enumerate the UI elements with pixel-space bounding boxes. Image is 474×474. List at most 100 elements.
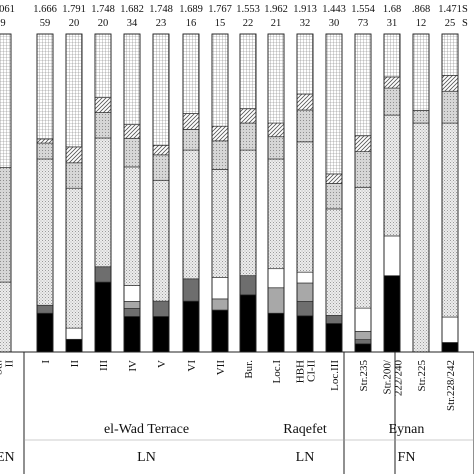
bar-segment-solid-black [94, 281, 112, 353]
bar-segment-light-dots [94, 112, 112, 139]
bar-segment-white [296, 271, 314, 284]
bar-segment-solid-black [182, 300, 200, 353]
category-label-line: II [69, 360, 81, 368]
bar-segment-grid [152, 33, 170, 146]
x-axis: Str. II I II III IV V VI VII Bur. Loc.I HBH CI-II Loc… [0, 351, 474, 474]
category-label-line: II [4, 360, 16, 368]
group-name: Eynan [389, 422, 425, 437]
bar-segment-hatched [65, 146, 83, 164]
bar-segment-grid [412, 33, 430, 111]
bar-segment-grid [267, 33, 285, 124]
bar-segment-mid-grey [123, 301, 141, 309]
bar-segment-fine-dots [383, 114, 401, 237]
bar-segment-fine-dots [267, 158, 285, 270]
bar-segment-hatched [354, 135, 372, 153]
bar-segment-light-dots [152, 154, 170, 181]
count-label: 30 [329, 18, 340, 29]
bar-segment-grid [0, 33, 12, 168]
bar-segment-light-dots [412, 109, 430, 124]
count-label: 9 [0, 18, 5, 29]
edge-label: S [462, 18, 468, 29]
bar-segment-white [354, 307, 372, 332]
index-value-label: .868 [412, 4, 430, 15]
bar-segment-hatched [152, 144, 170, 156]
bar-segment-hatched [36, 138, 54, 144]
index-value-label: 1.554 [351, 4, 375, 15]
count-label: 21 [271, 18, 282, 29]
bar-segment-solid-black [239, 294, 257, 353]
bar-segment-grid [239, 33, 257, 110]
bar-segment-grid [123, 33, 141, 125]
bar-segment-grid [36, 33, 54, 140]
count-label: 20 [69, 18, 80, 29]
count-label: 34 [127, 18, 138, 29]
bar-segment-mid-grey [354, 330, 372, 340]
bar-segment-grid [296, 33, 314, 95]
count-label: 59 [40, 18, 51, 29]
category-label: I [40, 360, 52, 364]
bar-segment-fine-dots [412, 122, 430, 353]
bar-segment-fine-dots [0, 281, 12, 353]
category-label: VII [215, 360, 227, 376]
bar-segment-grid [182, 33, 200, 114]
bar-segment-solid-black [441, 342, 459, 353]
category-label: VI [186, 360, 198, 372]
bar-segment-fine-dots [296, 141, 314, 273]
bar-segment-hatched [123, 124, 141, 139]
bar-segment-grid [383, 33, 401, 78]
bar-segment-hatched [239, 108, 257, 124]
count-label: 25 [445, 18, 456, 29]
bar-segment-solid-black [267, 312, 285, 353]
category-label: Loc.III [329, 360, 341, 391]
bar-segment-grid [65, 33, 83, 148]
category-label-line: Loc.III [329, 360, 341, 391]
category-label: Str.235 [358, 360, 370, 392]
index-value-label: 1.471 [438, 4, 462, 15]
group-period: LN [296, 450, 315, 465]
category-label-line: Str. [0, 360, 5, 375]
bar-segment-dark-grey [296, 301, 314, 317]
bar-segment-dark-grey [36, 304, 54, 314]
bar-segment-solid-black [383, 275, 401, 353]
bar-segment-white [65, 327, 83, 340]
index-value-label: 1.962 [264, 4, 288, 15]
bar-segment-light-dots [65, 162, 83, 189]
bar-segment-solid-black [354, 343, 372, 353]
count-label: 12 [416, 18, 427, 29]
index-value-label: 1.68 [383, 4, 401, 15]
count-label: 15 [215, 18, 226, 29]
bar-segment-solid-black [325, 323, 343, 353]
category-label-line: IV [127, 360, 139, 372]
bar-segment-fine-dots [182, 149, 200, 280]
count-label: 73 [358, 18, 369, 29]
bar-segment-light-dots [182, 129, 200, 151]
bar-segment-solid-black [65, 338, 83, 353]
category-label: Bur. [243, 360, 255, 379]
category-label: Loc.I [271, 360, 283, 384]
category-label-line: Str.228/242 [445, 360, 457, 411]
index-value-label: 1.748 [91, 4, 115, 15]
bar-segment-dark-grey [123, 308, 141, 317]
bar-segment-fine-dots [325, 208, 343, 316]
bar-segment-dark-grey [354, 339, 372, 345]
bar-segment-dark-grey [182, 278, 200, 302]
bar-segment-grid [325, 33, 343, 175]
bar-segment-hatched [441, 74, 459, 92]
bar-segment-solid-black [152, 316, 170, 353]
bar-segment-light-dots [267, 136, 285, 160]
count-label: 16 [186, 18, 197, 29]
bar-segment-light-dots [441, 90, 459, 124]
bar-segment-fine-dots [123, 166, 141, 286]
bar-segment-grid [94, 33, 112, 98]
category-label: Str. II [0, 360, 16, 375]
bar-segment-hatched [296, 93, 314, 111]
category-label: Str.228/242 [445, 360, 457, 411]
index-value-label: 1.061 [0, 4, 15, 15]
bar-segment-white [441, 316, 459, 343]
count-label: 23 [156, 18, 167, 29]
bar-segment-hatched [211, 125, 229, 142]
bar-segment-mid-grey [296, 282, 314, 302]
category-label: Str.200/222/240 [382, 359, 405, 396]
bar-segment-light-dots [325, 183, 343, 210]
bar-segment-grid [354, 33, 372, 137]
